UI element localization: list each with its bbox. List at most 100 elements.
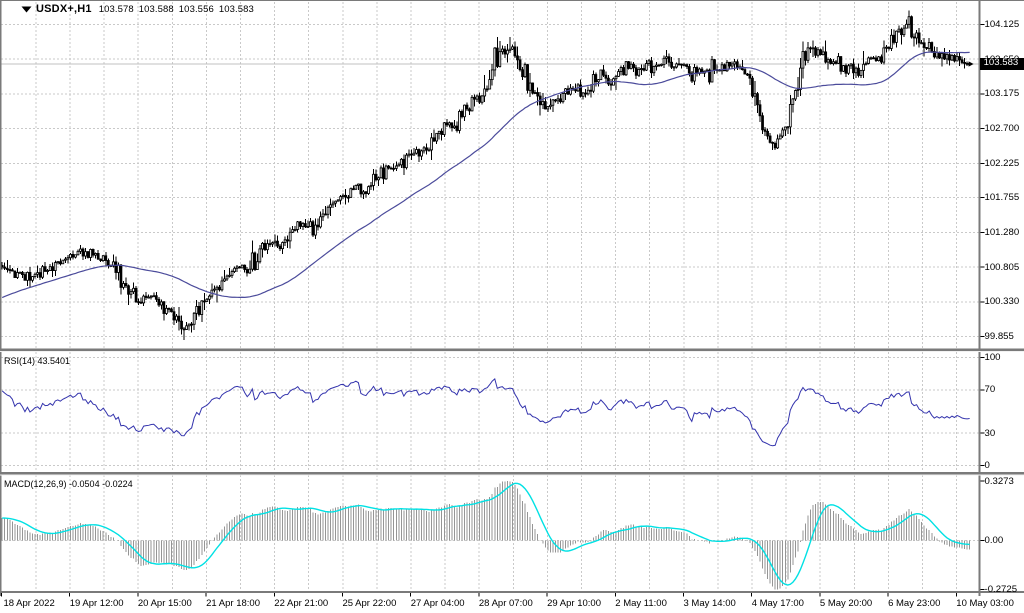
candle-up <box>175 315 178 321</box>
time-tick-label: 21 Apr 18:00 <box>206 597 260 609</box>
candle-up <box>281 242 284 250</box>
candle-up <box>786 126 790 129</box>
candle-down <box>728 61 732 67</box>
candle-up <box>902 27 906 36</box>
candle-up <box>379 167 383 179</box>
candle-down <box>99 258 103 261</box>
candle-down <box>268 243 272 246</box>
candle-down <box>503 48 507 55</box>
candle-up <box>907 16 911 25</box>
time-tick-label: 29 Apr 10:00 <box>547 597 601 609</box>
candle-up <box>15 272 19 278</box>
candle-up <box>101 255 105 261</box>
candle-down <box>900 28 903 36</box>
candle-down <box>690 72 694 82</box>
candle-up <box>816 49 820 56</box>
candle-up <box>895 30 898 43</box>
candle-up <box>372 173 375 186</box>
candle-up <box>69 253 72 259</box>
candle-up <box>463 104 466 118</box>
candle-up <box>705 69 709 72</box>
candle-up <box>655 64 658 67</box>
price-panel[interactable] <box>0 10 979 340</box>
candle-up <box>132 287 135 293</box>
rsi-panel[interactable] <box>1 378 970 447</box>
candle-up <box>250 252 254 270</box>
candle-down <box>127 285 130 295</box>
macd-main-value: -0.0504 <box>69 478 100 489</box>
candle-down <box>879 56 883 63</box>
price-tick-label: 102.700 <box>984 123 1020 135</box>
candle-up <box>753 93 757 97</box>
candle-down <box>51 266 55 271</box>
symbol-dropdown-triangle-icon[interactable] <box>21 6 32 13</box>
candle-down <box>197 306 201 315</box>
candle-up <box>556 98 560 102</box>
candle-up <box>61 259 65 265</box>
ohlc-readout: 103.578 103.588 103.556 103.583 <box>99 4 259 15</box>
candle-down <box>708 69 711 83</box>
candle-down <box>771 141 775 144</box>
candle-up <box>415 149 418 154</box>
candle-down <box>177 315 181 322</box>
candle-down <box>751 77 754 97</box>
candle-down <box>10 269 14 272</box>
high-value: 103.588 <box>138 3 174 15</box>
candle-up <box>235 266 239 269</box>
macd-tick-label: 0.00 <box>984 534 1004 546</box>
candle-up <box>619 67 623 72</box>
rsi-value: 43.5401 <box>37 356 71 366</box>
candle-up <box>152 295 156 298</box>
candle-up <box>859 69 863 76</box>
candle-up <box>508 48 512 51</box>
candle-down <box>516 55 519 61</box>
candle-down <box>8 269 12 271</box>
candle-down <box>465 104 469 110</box>
candle-down <box>374 173 378 181</box>
candle-down <box>86 251 90 258</box>
time-tick-label: 18 Apr 2022 <box>3 597 55 609</box>
candle-up <box>847 65 850 74</box>
candle-down <box>963 62 966 64</box>
time-tick-label: 22 Apr 21:00 <box>274 597 329 609</box>
candle-up <box>111 261 115 267</box>
candle-up <box>230 271 234 276</box>
candle-up <box>56 261 60 264</box>
candle-up <box>117 264 120 273</box>
candle-up <box>233 267 236 272</box>
candle-up <box>869 57 873 60</box>
candle-down <box>364 191 368 194</box>
candle-down <box>245 269 249 274</box>
candle-up <box>493 47 497 71</box>
candle-up <box>321 213 325 218</box>
candle-down <box>359 183 363 195</box>
candle-up <box>596 79 600 83</box>
candle-up <box>341 194 345 197</box>
open-value: 103.578 <box>98 3 134 15</box>
macd-panel[interactable] <box>1 481 971 590</box>
candle-down <box>495 47 499 67</box>
candle-up <box>74 254 77 258</box>
time-tick-label: 25 Apr 22:00 <box>342 597 397 609</box>
candle-up <box>185 325 188 330</box>
candle-up <box>397 164 401 167</box>
time-tick-label: 6 May 23:00 <box>888 597 941 609</box>
candle-up <box>452 125 456 129</box>
candle-down <box>685 64 689 67</box>
price-tick-label: 104.125 <box>984 18 1020 30</box>
candle-down <box>172 311 176 321</box>
candle-up <box>349 188 353 198</box>
candle-up <box>720 64 724 72</box>
candle-down <box>286 239 290 242</box>
symbol-period-label[interactable]: USDX+,H1 <box>36 2 92 15</box>
candle-down <box>167 307 171 310</box>
candle-up <box>384 165 388 180</box>
candle-up <box>26 271 29 281</box>
symbol-dropdown-icon[interactable] <box>21 6 32 13</box>
candle-up <box>399 158 403 166</box>
candle-down <box>346 196 350 199</box>
rsi-tick-label: 0 <box>984 460 990 471</box>
candle-up <box>63 258 67 261</box>
candle-down <box>574 89 577 92</box>
candle-up <box>793 90 797 100</box>
